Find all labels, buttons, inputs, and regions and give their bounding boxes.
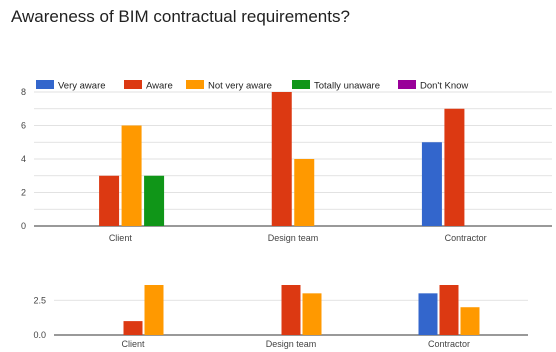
main-bar-design-team-aware	[271, 92, 292, 226]
secondary-bar-client-aware	[123, 321, 143, 335]
secondary-bar-contractor-very-aware	[418, 293, 438, 335]
main-xtick-label-design-team: Design team	[268, 233, 319, 243]
legend-swatch-don-t-know	[398, 80, 416, 89]
secondary-bar-chart: 0.0 2.5 Client Design team Contractor	[33, 285, 528, 349]
legend-swatch-very-aware	[36, 80, 54, 89]
secondary-bar-design-team-not-very-aware	[302, 293, 322, 335]
secondary-xtick-label-contractor: Contractor	[428, 339, 470, 349]
secondary-ytick-label: 2.5	[33, 295, 46, 305]
main-bar-contractor-very-aware	[421, 142, 442, 226]
main-bar-client-not-very-aware	[121, 125, 142, 226]
main-bar-client-totally-unaware	[144, 175, 165, 226]
secondary-xtick-label-client: Client	[121, 339, 145, 349]
main-ytick-label: 4	[21, 154, 26, 164]
legend-label-aware: Aware	[146, 81, 173, 92]
main-xtick-label-client: Client	[109, 233, 133, 243]
legend-label-totally-unaware: Totally unaware	[314, 81, 380, 92]
secondary-bar-client-not-very-aware	[144, 285, 164, 335]
secondary-bar-design-team-aware	[281, 285, 301, 335]
main-bar-contractor-aware	[444, 108, 465, 226]
main-bar-client-aware	[99, 175, 120, 226]
secondary-ytick-label: 0.0	[33, 330, 46, 340]
chart-title: Awareness of BIM contractual requirement…	[11, 7, 350, 26]
secondary-xtick-label-design-team: Design team	[266, 339, 317, 349]
legend: Very aware Aware Not very aware Totally una…	[36, 80, 468, 92]
legend-swatch-aware	[124, 80, 142, 89]
main-ytick-label: 8	[21, 87, 26, 97]
legend-swatch-totally-unaware	[292, 80, 310, 89]
legend-label-not-very-aware: Not very aware	[208, 81, 272, 92]
secondary-bar-contractor-aware	[439, 285, 459, 335]
main-ytick-label: 6	[21, 121, 26, 131]
main-ytick-label: 2	[21, 188, 26, 198]
legend-label-don-t-know: Don't Know	[420, 81, 468, 92]
main-bar-design-team-not-very-aware	[294, 159, 315, 226]
secondary-bar-contractor-not-very-aware	[460, 307, 480, 335]
legend-label-very-aware: Very aware	[58, 81, 106, 92]
main-xtick-label-contractor: Contractor	[445, 233, 487, 243]
main-ytick-label: 0	[21, 221, 26, 231]
main-bar-chart: 0 2 4 6 8 Client Design team Contractor	[21, 87, 552, 243]
legend-swatch-not-very-aware	[186, 80, 204, 89]
